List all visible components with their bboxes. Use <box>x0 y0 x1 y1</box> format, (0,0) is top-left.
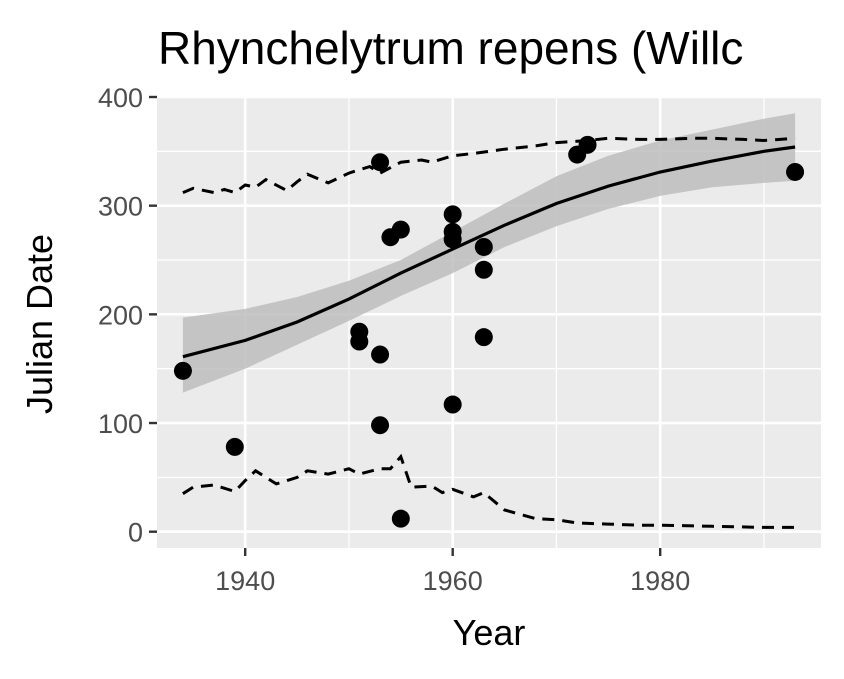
data-point <box>578 135 597 154</box>
data-point <box>474 328 493 347</box>
x-tick-label: 1960 <box>423 566 483 596</box>
x-tick-label: 1940 <box>215 566 275 596</box>
chart-title: Rhynchelytrum repens (Willc <box>158 22 743 74</box>
data-point <box>474 260 493 279</box>
fit-line <box>182 145 796 359</box>
y-tick-label: 400 <box>98 83 143 113</box>
data-points <box>173 135 805 528</box>
data-point <box>391 509 410 528</box>
data-point <box>350 332 369 351</box>
y-tick-label: 100 <box>98 409 143 439</box>
x-axis-title: Year <box>453 612 526 653</box>
data-point <box>225 437 244 456</box>
y-tick-label: 200 <box>98 300 143 330</box>
data-point <box>173 361 192 380</box>
y-axis: 0 100 200 300 400 <box>98 83 157 548</box>
y-axis-title: Julian Date <box>19 234 60 414</box>
x-axis: 1940 1960 1980 <box>215 548 690 596</box>
data-point <box>371 416 390 435</box>
data-point <box>443 230 462 249</box>
data-point <box>371 153 390 172</box>
data-point <box>371 345 390 364</box>
data-point <box>391 220 410 239</box>
y-tick-label: 0 <box>128 518 143 548</box>
data-point <box>443 395 462 414</box>
data-point <box>443 205 462 224</box>
x-tick-label: 1980 <box>630 566 690 596</box>
data-point <box>786 162 805 181</box>
y-tick-label: 300 <box>98 192 143 222</box>
data-point <box>474 237 493 256</box>
upper-dashed-line <box>182 136 796 195</box>
lower-dashed-line <box>182 453 796 529</box>
